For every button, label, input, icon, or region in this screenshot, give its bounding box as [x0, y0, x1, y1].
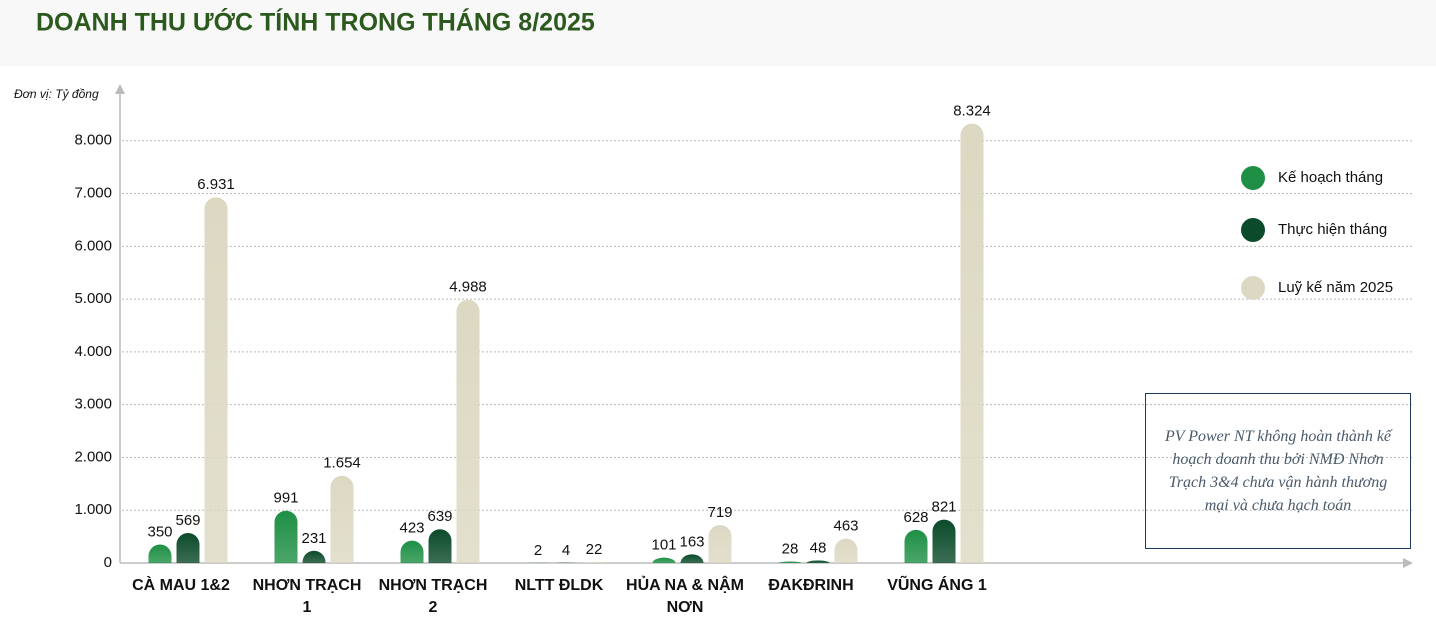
data-label: 28 [782, 540, 799, 557]
bar [204, 197, 228, 564]
data-label: 231 [301, 530, 326, 547]
bar [456, 299, 480, 563]
bar [428, 529, 452, 563]
bar [708, 525, 732, 563]
data-label: 4 [562, 542, 570, 559]
bar [400, 540, 424, 563]
bar [274, 510, 298, 563]
data-label: 463 [833, 518, 858, 535]
bar [302, 550, 326, 563]
data-label: 101 [651, 537, 676, 554]
legend-marker [1241, 276, 1265, 300]
data-label: 569 [175, 512, 200, 529]
data-label: 628 [903, 509, 928, 526]
data-label: 8.324 [953, 103, 991, 120]
x-tick-label: NLTT ĐLDK [514, 577, 604, 594]
x-tick-label: CÀ MAU 1&2 [132, 577, 230, 594]
data-label: 821 [931, 499, 956, 516]
x-tick-label: VŨNG ÁNG 1 [887, 577, 987, 594]
data-label: 2 [534, 542, 542, 559]
data-label: 719 [707, 504, 732, 521]
bar [904, 529, 928, 563]
x-tick-label: NHƠN TRẠCH 2 [378, 577, 488, 616]
data-label: 639 [427, 508, 452, 525]
y-axis-arrow [115, 84, 125, 94]
bar [330, 475, 354, 563]
x-axis-arrow [1403, 558, 1413, 568]
y-tick-label: 8.000 [74, 132, 112, 149]
data-label: 48 [810, 539, 827, 556]
legend-label: Thực hiện tháng [1278, 221, 1387, 238]
bar [148, 544, 172, 563]
x-tick-label: ĐAKĐRINH [768, 577, 854, 594]
bar [680, 554, 704, 563]
y-tick-label: 5.000 [74, 290, 112, 307]
legend-label: Luỹ kế năm 2025 [1278, 279, 1393, 296]
y-tick-label: 4.000 [74, 343, 112, 360]
chart-title: DOANH THU ƯỚC TÍNH TRONG THÁNG 8/2025 [36, 7, 595, 37]
y-tick-label: 2.000 [74, 448, 112, 465]
data-label: 22 [586, 541, 603, 558]
legend-marker [1241, 166, 1265, 190]
data-label: 350 [147, 523, 172, 540]
data-label: 4.988 [449, 279, 487, 296]
bar [582, 561, 606, 563]
bar [176, 532, 200, 563]
legend-marker [1241, 218, 1265, 242]
legend-label: Kế hoạch tháng [1278, 169, 1383, 186]
y-tick-label: 3.000 [74, 396, 112, 413]
x-tick-label: NHƠN TRẠCH 1 [252, 577, 362, 616]
y-tick-label: 0 [104, 554, 112, 571]
annotation: PV Power NT không hoàn thành kế hoạch do… [1145, 393, 1411, 549]
bar [652, 557, 676, 563]
bar [960, 123, 984, 563]
data-label: 991 [273, 490, 298, 507]
data-label: 1.654 [323, 455, 361, 472]
y-tick-label: 1.000 [74, 501, 112, 518]
bar [778, 561, 802, 563]
data-label: 6.931 [197, 176, 235, 193]
x-tick-label: HỦA NA & NẬM NƠN [626, 577, 744, 616]
bar [932, 519, 956, 563]
bar [834, 538, 858, 563]
y-tick-label: 6.000 [74, 237, 112, 254]
data-label: 423 [399, 520, 424, 537]
bar [806, 560, 830, 563]
title-band [0, 0, 1436, 66]
y-tick-label: 7.000 [74, 185, 112, 202]
data-label: 163 [679, 533, 704, 550]
y-axis-unit: Đơn vị: Tỷ đồng [14, 87, 99, 101]
